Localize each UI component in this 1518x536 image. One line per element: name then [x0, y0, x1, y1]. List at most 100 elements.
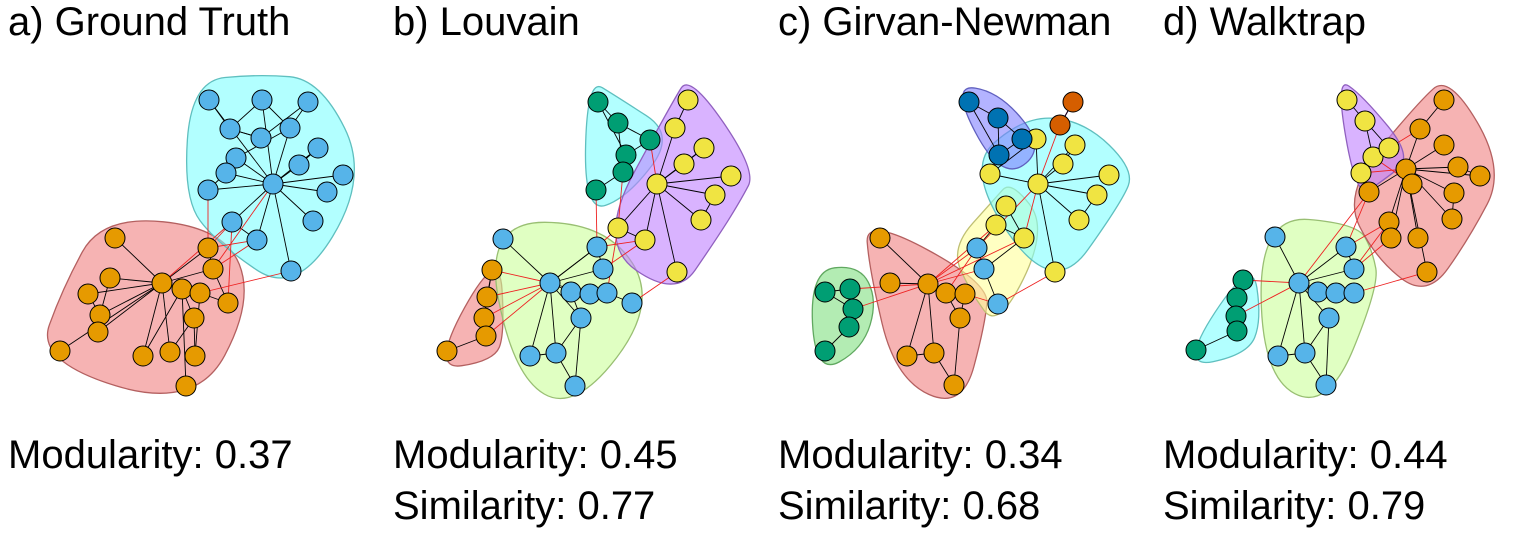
network-node — [246, 229, 268, 251]
network-node — [587, 91, 609, 113]
network-node — [1443, 182, 1465, 204]
network-node — [896, 345, 918, 367]
edge — [272, 174, 344, 185]
network-node — [814, 281, 836, 303]
inter-community-edge — [1298, 191, 1370, 284]
network-node — [132, 345, 154, 367]
network-node — [183, 307, 205, 329]
inter-community-edge — [483, 282, 551, 319]
network-node — [184, 345, 206, 367]
network-node — [564, 375, 586, 397]
edge — [879, 237, 929, 285]
network-node — [979, 163, 1001, 185]
network-node — [988, 144, 1010, 166]
inter-community-edge — [606, 227, 619, 294]
network-node — [1226, 320, 1248, 342]
network-node — [1433, 134, 1455, 156]
network-node — [1049, 114, 1071, 136]
edge — [953, 317, 961, 386]
edge — [656, 183, 678, 273]
node-layer — [436, 89, 742, 397]
network-node — [1362, 146, 1384, 168]
network-node — [1011, 128, 1033, 150]
network-node — [307, 137, 329, 159]
network-node — [197, 179, 219, 201]
inter-community-edge — [161, 221, 233, 284]
network-node — [175, 375, 197, 397]
edge — [142, 282, 163, 357]
edge — [549, 282, 557, 354]
panel-girvan-newman: c) Girvan-Newman Modularity: 0.34 Simila… — [770, 0, 1150, 536]
network-node — [279, 117, 301, 139]
inter-community-edge — [485, 282, 551, 337]
network-node — [987, 293, 1009, 315]
network-node — [690, 209, 712, 231]
edge — [574, 317, 582, 387]
network-node — [838, 316, 860, 338]
network-node — [221, 211, 243, 233]
network-node — [316, 181, 338, 203]
network-node — [262, 173, 284, 195]
network-node — [197, 237, 219, 259]
network-node — [1294, 342, 1316, 364]
edge — [208, 99, 274, 185]
network-node — [664, 117, 686, 139]
network-node — [693, 137, 715, 159]
network-node — [869, 227, 891, 249]
network-graph — [1185, 84, 1495, 399]
network-node — [219, 118, 241, 140]
network-node — [1343, 258, 1365, 280]
panel-title: a) Ground Truth — [8, 0, 291, 44]
edge — [142, 288, 183, 357]
network-node — [1318, 307, 1340, 329]
network-node — [949, 307, 971, 329]
network-node — [646, 173, 668, 195]
inter-community-edge — [199, 270, 292, 294]
network-node — [288, 154, 310, 176]
modularity-label: Modularity: 0.45 — [393, 433, 678, 477]
network-node — [1407, 227, 1429, 249]
network-node — [1232, 269, 1254, 291]
network-node — [159, 341, 181, 363]
network-node — [985, 214, 1007, 236]
network-node — [560, 281, 582, 303]
network-node — [1267, 345, 1289, 367]
network-node — [1315, 374, 1337, 396]
network-node — [1343, 282, 1365, 304]
inter-community-edge — [927, 237, 1025, 285]
network-node — [171, 278, 193, 300]
network-node — [49, 340, 71, 362]
network-node — [923, 342, 945, 364]
network-node — [99, 267, 121, 289]
inter-community-edge — [927, 224, 997, 285]
community-layer — [46, 74, 355, 394]
node-layer — [49, 89, 354, 397]
network-graph — [811, 87, 1131, 399]
network-node — [958, 91, 980, 113]
network-node — [77, 283, 99, 305]
network-node — [1380, 227, 1402, 249]
node-layer — [1185, 89, 1491, 396]
network-node — [966, 237, 988, 259]
modularity-label: Modularity: 0.34 — [778, 433, 1063, 477]
edge — [1298, 282, 1306, 354]
network-node — [1433, 89, 1455, 111]
network-node — [1264, 226, 1286, 248]
network-node — [592, 258, 614, 280]
network-node — [1325, 282, 1347, 304]
network-node — [612, 161, 634, 183]
network-node — [519, 345, 541, 367]
network-node — [666, 261, 688, 283]
network-node — [987, 107, 1009, 129]
network-node — [1013, 227, 1035, 249]
network-node — [704, 184, 726, 206]
panel-ground-truth: a) Ground Truth Modularity: 0.37 — [0, 0, 380, 536]
network-node — [1288, 272, 1310, 294]
edge — [161, 282, 171, 353]
panel-louvain: b) Louvain Modularity: 0.45 Similarity: … — [385, 0, 765, 536]
network-node — [297, 91, 319, 113]
network-node — [954, 283, 976, 305]
network-node — [596, 282, 618, 304]
network-node — [1358, 181, 1380, 203]
network-node — [1044, 261, 1066, 283]
